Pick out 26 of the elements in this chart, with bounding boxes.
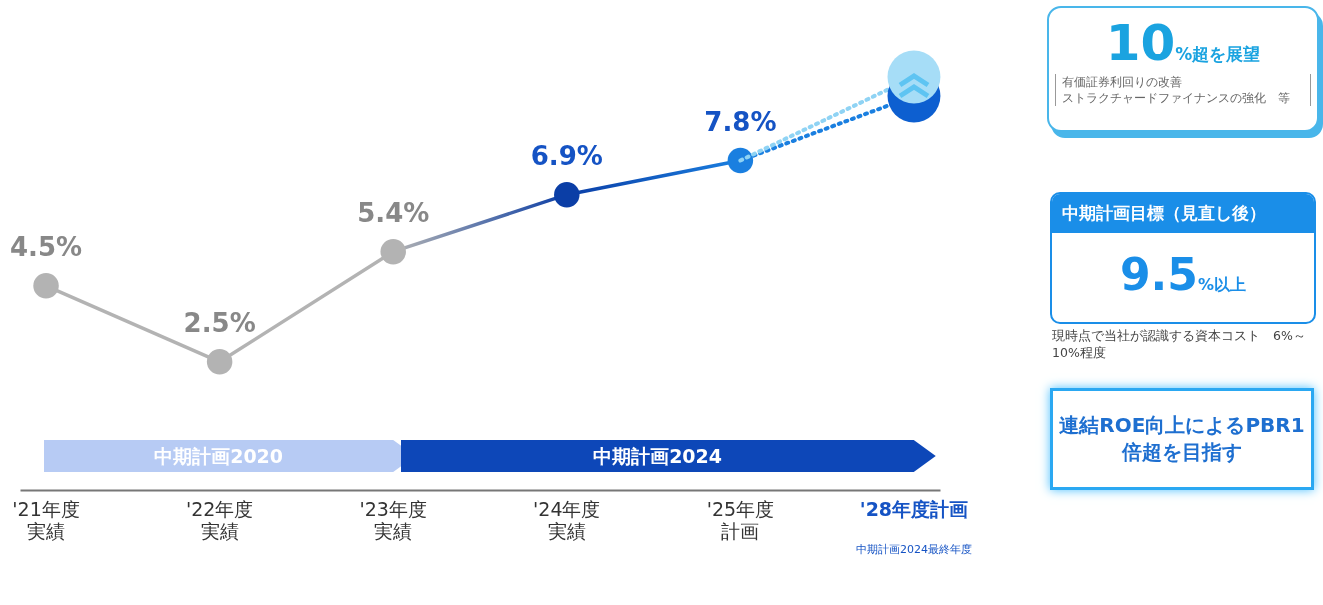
text: 連結ROE向上によるPBR1倍超を目指す (1050, 388, 1314, 490)
data-label: 5.4% (357, 197, 430, 228)
x-tick-label: '23年度実績 (358, 498, 428, 542)
text: ストラクチャードファイナンスの強化 等 (1062, 90, 1291, 106)
x-tick-label: '24年度実績 (532, 498, 602, 542)
text: 中期計画2024 (592, 444, 723, 469)
x-tick-label: '28年度計画 (858, 498, 970, 520)
text: 中期計画2024最終年度 (854, 542, 973, 557)
point (554, 181, 580, 208)
data-label: 4.5% (9, 231, 83, 262)
text: 中期計画目標（見直し後） (1052, 194, 1314, 233)
data-label: 6.9% (530, 140, 603, 171)
text: 中期計画2020 (153, 444, 285, 469)
x-tick-label: '25年度計画 (705, 498, 776, 542)
x-tick-label: '21年度実績 (11, 498, 81, 542)
point (727, 147, 754, 174)
text: 9.5%以上 (1120, 249, 1246, 300)
data-label: 2.5% (183, 307, 256, 338)
data-label: 7.8% (704, 106, 777, 137)
text: 10%超を展望 (1105, 14, 1261, 72)
point (33, 273, 59, 299)
x-tick-label: '22年度実績 (184, 498, 255, 542)
point (380, 238, 406, 265)
text: 現時点で当社が認識する資本コスト 6%～10%程度 (1052, 328, 1307, 362)
text: 有価証券利回りの改善 (1062, 74, 1183, 90)
point (206, 349, 233, 375)
